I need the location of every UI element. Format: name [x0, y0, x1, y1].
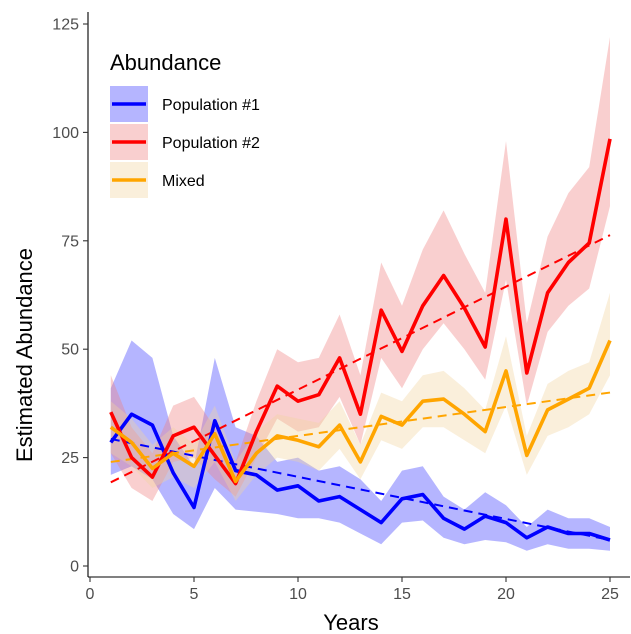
series-line-population-2	[109, 138, 612, 486]
confidence-bands	[110, 37, 611, 551]
y-axis-title: Estimated Abundance	[12, 248, 37, 462]
series-line-mixed	[109, 339, 612, 484]
y-tick-label: 125	[52, 17, 79, 34]
series-lines	[109, 138, 612, 542]
trend-lines	[110, 234, 611, 541]
x-tick-label: 25	[601, 586, 619, 603]
axes: 0 25 50 75 100 125 0 5 10 15 20 25	[52, 12, 630, 603]
y-tick-label: 0	[70, 559, 79, 576]
x-tick-label: 10	[289, 586, 307, 603]
x-tick-label: 0	[86, 586, 95, 603]
y-tick-label: 75	[61, 233, 79, 250]
legend-label-population-2: Population #2	[162, 135, 260, 152]
band-mixed	[110, 292, 611, 501]
trend-line-population-1	[110, 437, 611, 541]
band-population-1	[110, 340, 611, 551]
legend-label-population-1: Population #1	[162, 97, 260, 114]
y-tick-label: 100	[52, 125, 79, 142]
trend-line-population-2	[110, 234, 611, 484]
y-tick-label: 50	[61, 342, 79, 359]
trend-line-mixed	[110, 391, 611, 463]
series-line-population-1	[109, 412, 611, 542]
x-tick-label: 15	[393, 586, 411, 603]
y-tick-label: 25	[61, 450, 79, 467]
x-axis-title: Years	[323, 610, 378, 634]
x-tick-label: 20	[497, 586, 515, 603]
legend-title: Abundance	[110, 50, 221, 75]
legend: Abundance Population #1 Population #2 Mixed	[110, 50, 260, 198]
x-tick-label: 5	[190, 586, 199, 603]
legend-label-mixed: Mixed	[162, 173, 205, 190]
